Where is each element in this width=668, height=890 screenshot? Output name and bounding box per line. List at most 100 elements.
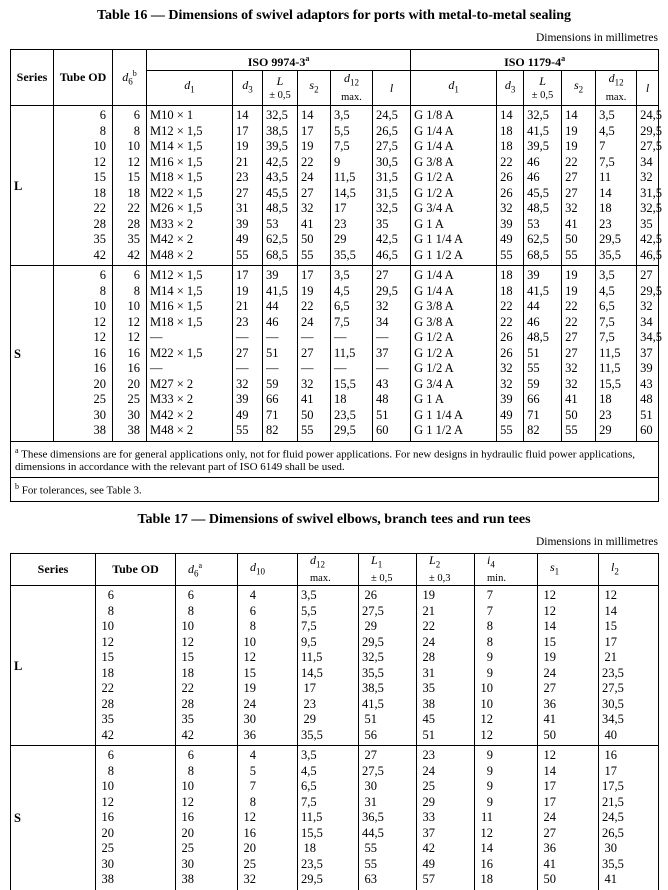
table-cell: 27,5 <box>598 681 659 697</box>
footnote-text: For tolerances, see Table 3. <box>21 484 142 497</box>
table-cell: 35,5 <box>330 247 373 266</box>
cell-text: 15 <box>101 650 115 665</box>
cell-text: 8 <box>249 794 256 809</box>
header-subscript: 2 <box>578 84 584 95</box>
table-cell: 12 <box>53 314 113 330</box>
table-cell: 25 <box>416 779 475 795</box>
cell-text: 34,5 <box>602 712 624 727</box>
cell-text: 12 <box>480 712 494 727</box>
table-cell: 15 <box>175 650 238 666</box>
table-cell: 38 <box>112 423 147 442</box>
table-cell: M22 × 1,5 <box>146 345 233 361</box>
table-cell: 9 <box>474 794 538 811</box>
table-cell: 11 <box>595 170 638 186</box>
cell-text: 19 <box>243 681 257 696</box>
table-cell: 71 <box>262 407 298 423</box>
footnote-ref: b <box>132 68 137 78</box>
cell-text: 24 <box>422 634 436 649</box>
table-cell: 30 <box>53 407 113 423</box>
table-cell: 29,5 <box>636 283 662 299</box>
cell-text: 10 <box>101 779 115 794</box>
header-text: Tube OD <box>59 70 107 84</box>
table-cell: 38 <box>416 696 475 713</box>
cell-text: 23 <box>303 696 317 711</box>
cell-text: 21 <box>422 603 436 618</box>
table-cell: 7 <box>474 585 538 604</box>
table-cell: 10 <box>53 299 113 315</box>
table-cell: — <box>297 361 331 377</box>
cell-text: 18 <box>480 872 494 887</box>
table-cell: 17 <box>537 794 599 811</box>
header-subscript: 2 <box>314 84 319 95</box>
table-cell: 46 <box>523 170 563 186</box>
table-cell: 19 <box>537 650 599 666</box>
table-row: 12 12 8 7,5 31 29 9 17 21,5 <box>11 794 659 811</box>
table-cell: 18 <box>496 265 525 284</box>
header-note: ± 0,5 <box>531 89 554 101</box>
table-cell: 12 <box>474 727 538 747</box>
table-cell: 24 <box>537 810 599 826</box>
cell-text: 16 <box>181 810 195 825</box>
header-subscript: 1 <box>190 84 195 95</box>
table-cell: 26 <box>496 345 525 361</box>
table-cell: 18 <box>175 665 238 682</box>
table-cell: 23 <box>232 170 263 186</box>
table-cell: 60 <box>636 423 660 442</box>
table-cell: 26 <box>358 585 417 604</box>
table-row: 12 12 M18 × 1,5 23 46 24 7,5 34 G 3/8 A 22 46 22 7,5… <box>11 314 660 330</box>
table-cell: 82 <box>523 423 563 442</box>
table-row: 42 42 36 35,5 56 51 12 50 40 <box>11 727 659 747</box>
table-cell: 25 <box>112 392 147 408</box>
cell-text: 35,5 <box>602 856 624 871</box>
table-cell: 27 <box>297 185 331 201</box>
cell-text: 24 <box>543 810 557 825</box>
table-cell: 32,5 <box>262 105 298 124</box>
table-cell: 30 <box>237 712 298 728</box>
table-row: L 6 6 M10 × 1 14 32,5 14 3,5 24,5 G 1/8 A 14 32,5 14… <box>10 105 662 266</box>
cell-text: 27 <box>364 748 378 763</box>
table-cell: G 1/4 A <box>410 139 498 155</box>
table-cell: 7,5 <box>595 314 638 330</box>
header-text: d <box>344 71 350 86</box>
header-text: d <box>608 71 615 86</box>
cell-text: 50 <box>543 727 557 742</box>
cell-text: 16 <box>604 748 618 763</box>
table-cell: 39 <box>232 216 263 232</box>
table-cell: 31 <box>416 665 475 682</box>
table-cell: 6,5 <box>297 779 359 795</box>
cell-text: 36 <box>543 696 557 711</box>
table-cell: 34 <box>636 154 660 170</box>
table-cell: M14 × 1,5 <box>146 139 233 155</box>
table-cell: 49 <box>416 856 475 873</box>
table-cell: M27 × 2 <box>146 376 233 392</box>
series-cell: S <box>10 265 54 442</box>
cell-text: 8 <box>187 603 194 618</box>
table-cell: 14 <box>474 841 538 857</box>
cell-text: 63 <box>364 872 378 887</box>
header-subscript: 6 <box>128 76 133 87</box>
table-cell: 36,5 <box>358 810 417 826</box>
table-cell: 42,5 <box>636 232 662 248</box>
table-cell: 31 <box>358 794 417 811</box>
table-cell: G 1/4 A <box>410 123 498 139</box>
cell-text: 27 <box>543 681 557 696</box>
table-cell: 38 <box>175 872 238 890</box>
table-cell: 10 <box>474 681 538 697</box>
table-cell: 71 <box>523 407 563 423</box>
cell-text: 21 <box>604 650 618 665</box>
table-cell: 18 <box>112 185 147 201</box>
table-cell: 35 <box>636 216 660 232</box>
header-note: min. <box>487 573 506 585</box>
table-cell: 12 <box>112 330 147 346</box>
table-cell: G 3/8 A <box>410 299 498 315</box>
cell-text: 27,5 <box>362 603 384 618</box>
table: Series Tube OD d6a d10 d12 max. L1 ± 0,5 L2 ± 0,3… <box>10 552 659 890</box>
cell-text: 15 <box>181 650 195 665</box>
table-cell: 57 <box>416 872 475 890</box>
table-cell: 12 <box>237 810 298 826</box>
cell-text: 29,5 <box>362 634 384 649</box>
cell-text: 24 <box>422 763 436 778</box>
cell-text: 18 <box>181 665 195 680</box>
table-cell: 32,5 <box>371 201 412 217</box>
table-cell: 10 <box>95 619 176 635</box>
